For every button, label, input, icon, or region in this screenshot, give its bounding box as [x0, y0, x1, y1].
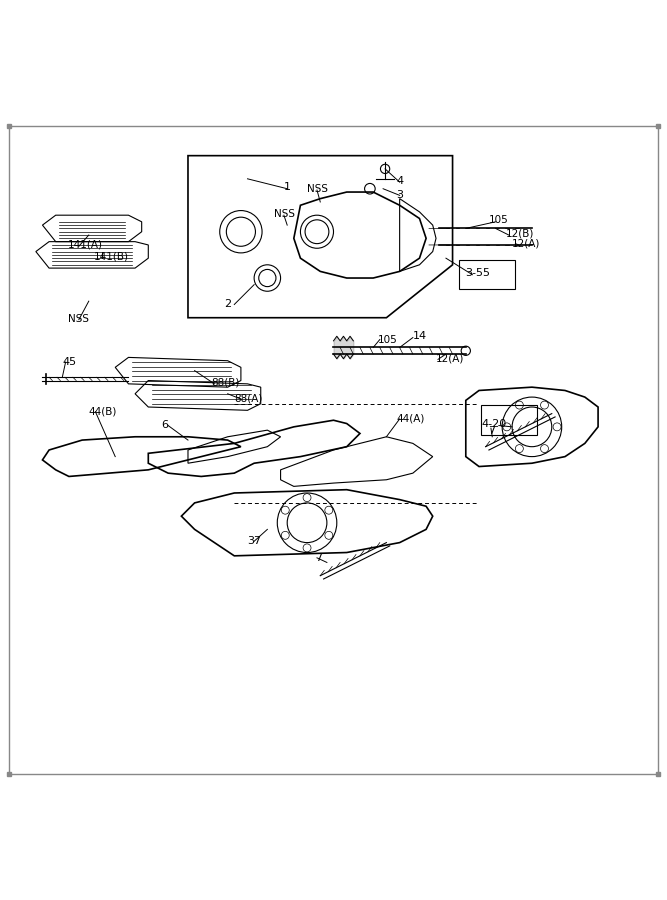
Text: 105: 105 [378, 335, 398, 345]
Text: 4: 4 [396, 176, 404, 185]
Text: 4-20: 4-20 [481, 418, 506, 428]
Text: 7: 7 [315, 553, 322, 562]
Text: 7: 7 [488, 427, 495, 436]
Text: 141(B): 141(B) [93, 252, 128, 262]
Text: 12(A): 12(A) [512, 238, 540, 248]
Text: 6: 6 [161, 420, 169, 430]
Text: 3: 3 [396, 190, 404, 201]
Text: NSS: NSS [67, 314, 89, 324]
Text: 44(A): 44(A) [396, 413, 425, 423]
Text: 88(A): 88(A) [234, 393, 263, 403]
Text: 12(A): 12(A) [436, 354, 464, 364]
Text: 141(A): 141(A) [67, 240, 103, 250]
Text: 45: 45 [62, 357, 77, 367]
Text: 12(B): 12(B) [506, 229, 534, 238]
Text: NSS: NSS [274, 209, 295, 219]
Text: 3-55: 3-55 [465, 267, 490, 278]
Text: 105: 105 [489, 215, 509, 226]
Text: 2: 2 [224, 300, 231, 310]
Text: NSS: NSS [307, 184, 328, 194]
Text: 37: 37 [247, 536, 261, 545]
Text: 1: 1 [284, 183, 291, 193]
Text: 88(B): 88(B) [211, 377, 239, 388]
Text: 14: 14 [413, 331, 427, 341]
Text: 44(B): 44(B) [89, 407, 117, 417]
